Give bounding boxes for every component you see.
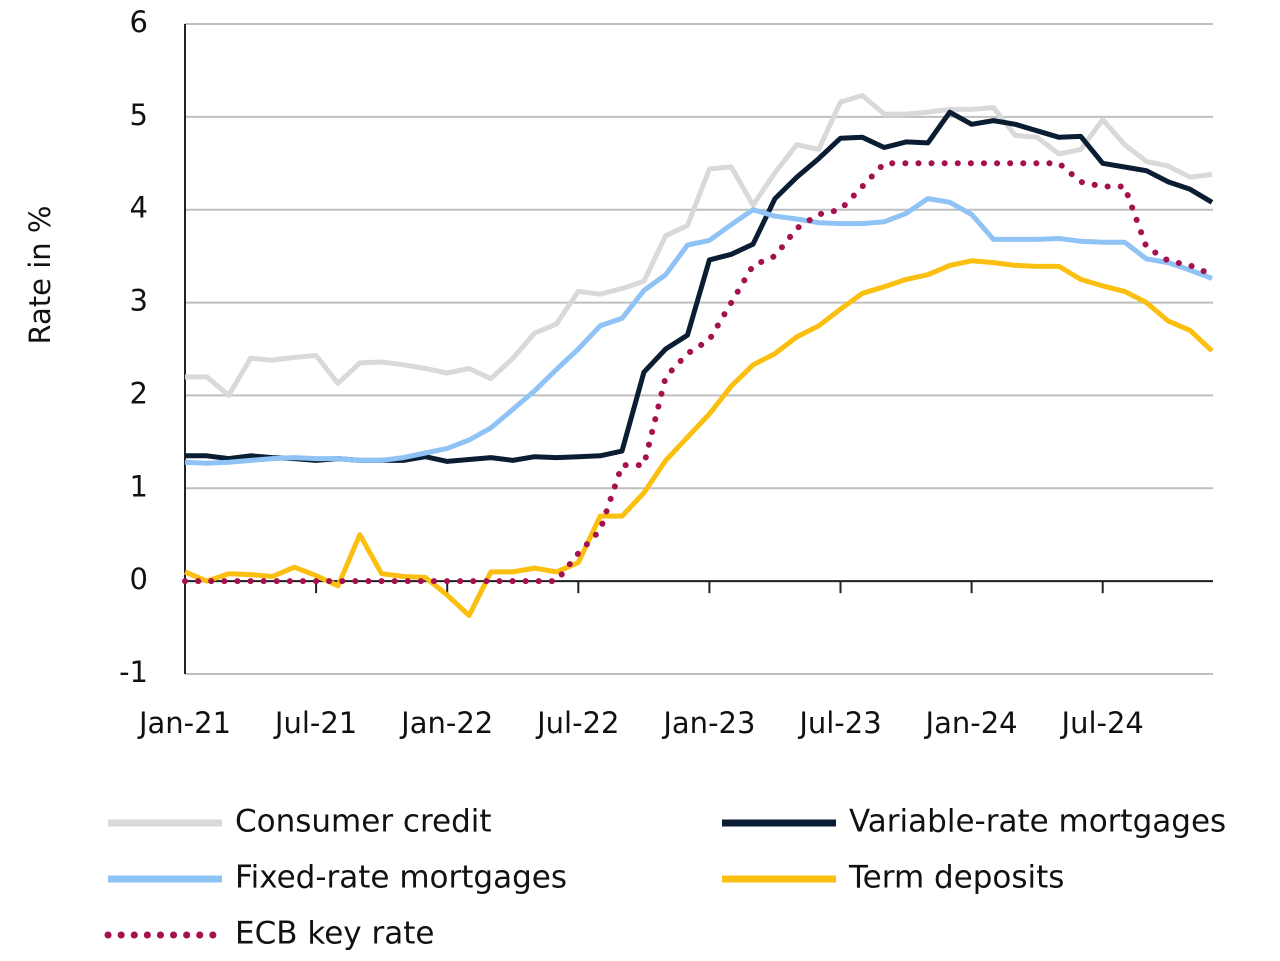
y-tick-label: 1 [130,469,148,503]
y-tick-label: 3 [130,284,148,318]
y-tick-label: -1 [119,655,148,689]
y-tick-label: 0 [130,562,148,596]
y-tick-label: 5 [130,98,148,132]
series-line [182,160,1215,585]
x-tick-label: Jan-24 [924,706,1018,740]
legend-label: Variable-rate mortgages [849,804,1226,840]
y-tick-label: 2 [130,376,148,410]
legend-label: Consumer credit [235,804,492,840]
series-line [185,109,1214,464]
legend-label: ECB key rate [235,916,434,952]
legend-label: Term deposits [848,860,1064,896]
x-tick-label: Jul-23 [797,706,881,740]
series-line [184,196,1213,466]
series-line [184,258,1214,618]
legend-label: Fixed-rate mortgages [235,860,567,896]
x-tick-label: Jul-22 [535,706,619,740]
y-axis-label: Rate in % [23,206,57,345]
x-tick-label: Jul-21 [273,706,357,740]
series-line [185,93,1213,398]
x-tick-label: Jul-24 [1060,706,1144,740]
y-tick-label: 6 [130,5,148,39]
x-tick-label: Jan-23 [661,706,755,740]
x-tick-label: Jan-21 [137,706,231,740]
y-tick-label: 4 [130,191,148,225]
x-tick-label: Jan-22 [399,706,493,740]
